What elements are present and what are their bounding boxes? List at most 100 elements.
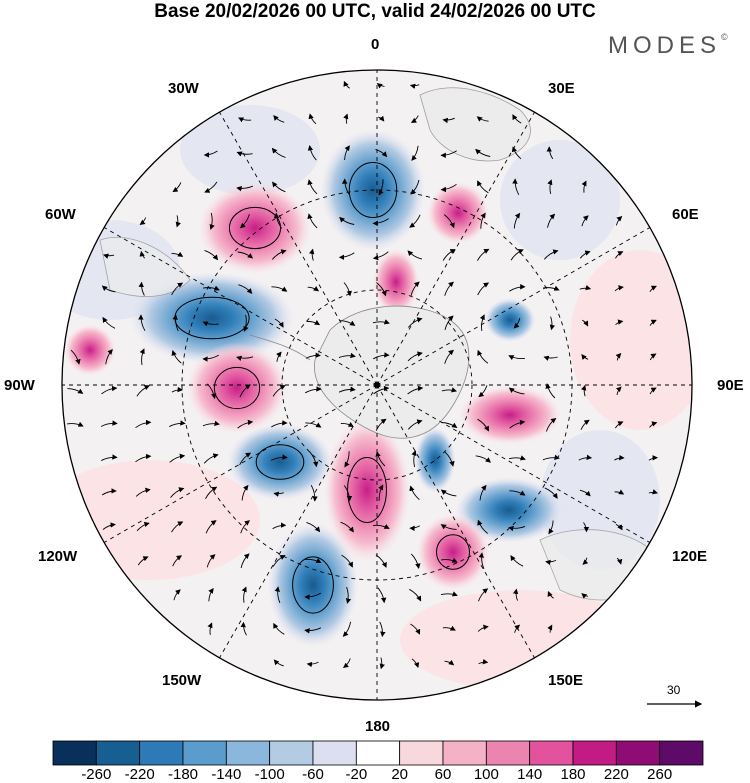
wind-vector	[136, 385, 150, 397]
colorbar-swatch	[485, 740, 531, 766]
wind-vector	[477, 418, 489, 432]
wind-vector	[376, 282, 387, 297]
wind-vector	[241, 586, 247, 603]
wind-vector	[343, 80, 350, 89]
wind-vector	[173, 589, 181, 601]
wind-vector	[239, 452, 252, 466]
wind-vector	[100, 420, 118, 427]
wind-vector	[171, 521, 184, 533]
lon-label-180: 180	[365, 718, 391, 735]
positive-anomaly	[198, 182, 312, 274]
wind-vector	[241, 484, 249, 501]
wind-vector	[135, 453, 152, 463]
colorbar-tick-label: -220	[124, 766, 155, 783]
wind-vector	[135, 487, 151, 497]
wind-vector	[509, 284, 526, 292]
wind-vector	[343, 485, 353, 502]
colorbar	[52, 740, 704, 766]
wind-vector	[514, 624, 521, 633]
wind-vector	[345, 586, 352, 604]
wind-vector	[579, 489, 591, 497]
wind-vector	[243, 314, 249, 332]
colorbar-swatch	[95, 740, 141, 766]
wind-vector	[444, 451, 455, 467]
wind-vector	[512, 114, 522, 124]
wind-vector	[206, 554, 216, 568]
weak-negative-area	[500, 140, 620, 260]
anomaly-contour	[228, 206, 282, 250]
wind-vector	[100, 454, 118, 461]
wind-vector	[207, 622, 213, 635]
wind-vector	[375, 149, 388, 158]
wind-vector	[139, 217, 147, 226]
wind-vector	[477, 624, 489, 632]
anomaly-contour	[213, 366, 261, 410]
wind-vector	[273, 622, 285, 635]
wind-vector	[202, 321, 219, 327]
wind-vector	[236, 185, 254, 192]
wind-vector	[378, 484, 384, 501]
wind-vector	[379, 621, 386, 638]
wind-vector	[341, 554, 353, 568]
anomaly-contour	[348, 161, 398, 219]
wind-vector	[375, 451, 386, 467]
wind-vector	[273, 212, 283, 229]
wind-vector	[615, 319, 624, 326]
wind-vector	[338, 352, 356, 359]
lon-label-60w: 60W	[45, 206, 76, 223]
lon-label-150e: 150E	[548, 672, 584, 689]
colorbar-tick-label: 100	[473, 766, 499, 783]
colorbar-swatch	[572, 740, 617, 766]
positive-anomaly	[372, 249, 420, 315]
wind-vector	[204, 181, 218, 193]
lon-label-30e: 30E	[548, 80, 575, 97]
wind-vector	[135, 419, 152, 429]
wind-vector	[510, 555, 524, 567]
wind-vector	[70, 349, 81, 365]
wind-vector	[581, 180, 587, 193]
negative-anomaly	[227, 423, 333, 501]
wind-vector	[444, 659, 455, 666]
wind-vector	[409, 485, 420, 501]
wind-vector	[305, 352, 321, 359]
wind-vector	[204, 249, 219, 261]
negative-anomaly	[484, 298, 536, 342]
wind-vector	[138, 314, 146, 332]
wind-vector	[649, 353, 657, 361]
positive-anomaly	[186, 342, 288, 434]
wind-vector	[547, 213, 556, 228]
antarctic-peninsula	[249, 334, 311, 361]
wind-vector	[238, 284, 253, 294]
wind-vector	[376, 83, 385, 89]
wind-vector	[101, 385, 118, 395]
wind-vector	[614, 421, 624, 429]
wind-vector	[477, 248, 490, 261]
wind-vector	[410, 553, 421, 569]
lon-label-90e: 90E	[717, 377, 744, 394]
wind-vector	[615, 215, 623, 226]
colorbar-swatch	[269, 740, 314, 766]
wind-vector	[440, 183, 457, 193]
wind-vector	[136, 521, 150, 532]
brand-text: MODES	[608, 32, 722, 59]
meridian-line	[99, 224, 378, 386]
wind-vector	[510, 249, 524, 261]
colorbar-tick-label: 260	[647, 766, 673, 783]
wind-vector	[512, 178, 520, 196]
colorbar-swatch	[312, 740, 357, 766]
wind-vector	[440, 489, 457, 497]
wind-vector	[240, 553, 250, 569]
wind-vector	[237, 419, 254, 429]
colorbar-swatch	[442, 740, 487, 766]
wind-vector	[375, 418, 387, 431]
wind-vector	[479, 484, 487, 501]
weak-negative-area	[180, 105, 320, 195]
colorbar-tick-label: -20	[345, 766, 368, 783]
meridians	[62, 70, 692, 700]
wind-vector	[508, 387, 525, 395]
anomaly-contour	[255, 444, 305, 480]
wind-vector	[409, 83, 420, 89]
wind-vector	[339, 216, 355, 225]
wind-vector	[478, 552, 485, 570]
colorbar-swatch	[615, 740, 661, 766]
